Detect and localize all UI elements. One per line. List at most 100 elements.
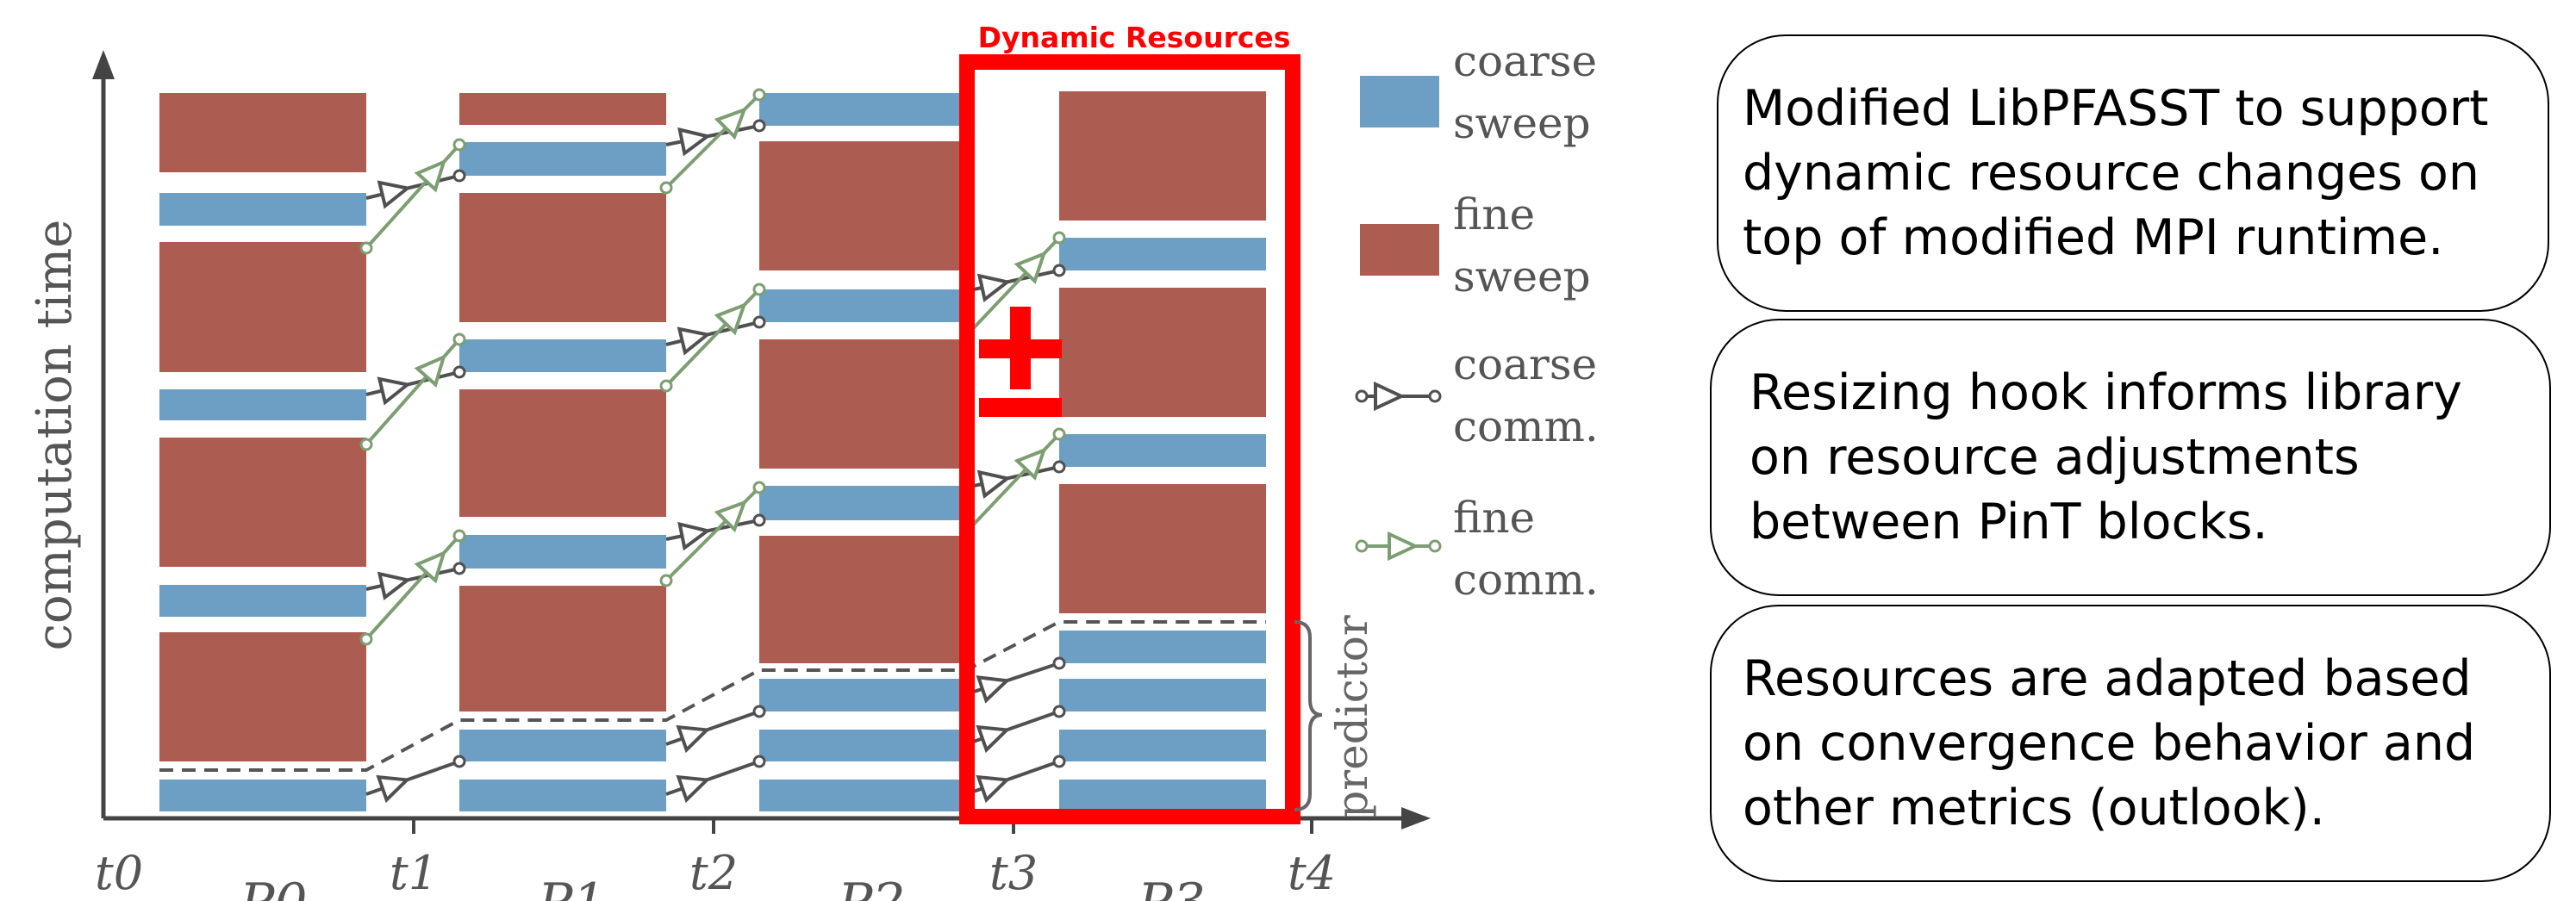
fine-sweep-block bbox=[1059, 484, 1266, 613]
fine-comm-endpoint bbox=[359, 632, 373, 646]
legend: coarse sweep fine sweep coarse comm. fin… bbox=[1355, 36, 1599, 605]
coarse-sweep-block bbox=[459, 730, 666, 761]
coarse-sweep-block bbox=[759, 780, 966, 811]
coarse-sweep-block bbox=[159, 585, 366, 617]
predictor-brace: predictor bbox=[1294, 615, 1377, 818]
predictor-label: predictor bbox=[1327, 615, 1377, 818]
time-label-t3: t3 bbox=[989, 846, 1038, 900]
coarse-sweep-block bbox=[159, 193, 366, 226]
fine-sweep-block bbox=[459, 193, 666, 322]
info-box-resizing-hook: Resizing hook informs library on resourc… bbox=[1710, 319, 2551, 596]
predictor-dashed-lines bbox=[159, 620, 1266, 772]
info-box-libpfasst-text: Modified LibPFASST to support dynamic re… bbox=[1743, 79, 2489, 266]
fine-comm-arrow bbox=[959, 427, 1066, 539]
coarse-sweep-block bbox=[1059, 679, 1266, 711]
coarse-comm-arrowhead-icon bbox=[677, 326, 712, 356]
coarse-comm-arrowhead-icon bbox=[976, 774, 1011, 804]
fine-comm-endpoint bbox=[1052, 231, 1066, 245]
axes: computation time bbox=[27, 50, 1431, 834]
y-axis-arrow-icon bbox=[92, 50, 115, 79]
predictor-dashed-line bbox=[159, 620, 1266, 772]
coarse-sweep-block bbox=[459, 780, 666, 811]
coarse-sweep-block bbox=[159, 780, 366, 811]
coarse-comm-arrow bbox=[965, 755, 1066, 804]
fine-comm-arrowhead-icon bbox=[414, 158, 446, 193]
coarse-comm-endpoint bbox=[1052, 705, 1066, 718]
fine-comm-arrowhead-icon bbox=[414, 354, 446, 388]
dynamic-resources-frame bbox=[959, 54, 1300, 824]
fine-sweep-block bbox=[159, 242, 366, 372]
info-box-libpfasst: Modified LibPFASST to support dynamic re… bbox=[1717, 34, 2549, 312]
coarse-sweep-swatch bbox=[1360, 76, 1439, 127]
fine-comm-endpoint bbox=[452, 332, 466, 346]
coarse-sweep-block bbox=[159, 389, 366, 420]
legend-fine-comm-line1: fine bbox=[1453, 493, 1535, 543]
time-label-t0: t0 bbox=[95, 846, 143, 900]
pint-diagram: computation time t0 t1 t2 t3 t4 P0 P1 P2… bbox=[27, 21, 1599, 901]
fine-comm-arrow bbox=[359, 332, 466, 451]
time-label-t2: t2 bbox=[689, 846, 738, 900]
fine-comm-endpoint bbox=[659, 574, 673, 587]
fine-comm-arrow bbox=[959, 231, 1066, 343]
fine-comm-endpoint bbox=[659, 379, 673, 393]
coarse-comm-endpoint bbox=[452, 365, 466, 379]
info-box-resizing-hook-text: Resizing hook informs library on resourc… bbox=[1750, 364, 2462, 550]
legend-coarse-sweep-line1: coarse bbox=[1453, 36, 1597, 86]
coarse-sweep-block bbox=[759, 679, 966, 711]
fine-comm-endpoint bbox=[659, 181, 673, 195]
coarse-comm-endpoint bbox=[452, 169, 466, 183]
coarse-comm-arrowhead-icon bbox=[377, 180, 412, 209]
coarse-sweep-block bbox=[1059, 780, 1266, 811]
fine-comm-arrowhead-icon bbox=[1014, 447, 1047, 481]
coarse-comm-arrowhead-icon bbox=[976, 724, 1011, 754]
process-label-p3: P3 bbox=[1137, 873, 1206, 901]
coarse-comm-endpoint bbox=[752, 315, 766, 329]
coarse-comm-arrowhead-icon bbox=[976, 675, 1011, 704]
info-box-resources-adapted-text: Resources are adapted based on convergen… bbox=[1743, 649, 2476, 836]
fine-comm-arrow bbox=[659, 481, 766, 587]
legend-coarse-comm-line1: coarse bbox=[1453, 339, 1597, 389]
coarse-sweep-block bbox=[759, 730, 966, 761]
coarse-sweep-block bbox=[1059, 730, 1266, 761]
process-labels: P0 P1 P2 P3 bbox=[239, 873, 1206, 901]
fine-comm-arrowhead-icon bbox=[714, 107, 747, 140]
fine-comm-arrow bbox=[659, 88, 766, 195]
legend-coarse-sweep-line2: sweep bbox=[1453, 98, 1591, 148]
x-axis-arrow-icon bbox=[1401, 807, 1431, 830]
coarse-comm-arrow bbox=[965, 656, 1066, 704]
coarse-comm-arrow bbox=[965, 264, 1066, 303]
fine-comm-arrowhead-icon bbox=[1014, 251, 1047, 284]
plus-icon-vertical bbox=[1010, 307, 1031, 389]
coarse-comm-arrow bbox=[965, 460, 1066, 500]
fine-sweep-block bbox=[759, 536, 966, 663]
brace-icon bbox=[1294, 620, 1323, 811]
fine-comm-endpoint bbox=[452, 138, 466, 152]
coarse-comm-arrowhead-icon bbox=[677, 127, 712, 157]
fine-comm-arrowhead-icon bbox=[714, 500, 747, 533]
coarse-comm-arrow bbox=[965, 705, 1066, 754]
coarse-comm-arrow-icon bbox=[1355, 381, 1442, 412]
coarse-comm-endpoint bbox=[752, 755, 766, 768]
dynamic-resources-highlight: Dynamic Resources bbox=[959, 21, 1300, 824]
fine-sweep-block bbox=[459, 93, 666, 125]
coarse-comm-endpoint bbox=[1052, 656, 1066, 670]
fine-sweep-block bbox=[159, 438, 366, 567]
fine-comm-endpoint bbox=[452, 529, 466, 543]
coarse-comm-arrow bbox=[665, 755, 766, 804]
fine-sweep-block bbox=[159, 93, 366, 172]
fine-comm-arrow bbox=[359, 529, 466, 646]
coarse-sweep-block bbox=[459, 339, 666, 372]
fine-sweep-block bbox=[1059, 91, 1266, 221]
fine-sweep-block bbox=[759, 141, 966, 270]
coarse-comm-arrowhead-icon bbox=[676, 724, 711, 754]
fine-comm-endpoint bbox=[752, 481, 766, 494]
info-box-resources-adapted: Resources are adapted based on convergen… bbox=[1710, 605, 2551, 882]
fine-comm-endpoint bbox=[1052, 427, 1066, 441]
process-label-p2: P2 bbox=[837, 873, 906, 901]
fine-sweep-block bbox=[159, 632, 366, 761]
fine-comm-arrow-icon bbox=[1355, 531, 1442, 562]
fine-comm-arrow bbox=[659, 283, 766, 393]
minus-icon bbox=[979, 398, 1062, 417]
coarse-comm-arrow bbox=[365, 562, 466, 601]
legend-fine-sweep-line2: sweep bbox=[1453, 252, 1591, 301]
